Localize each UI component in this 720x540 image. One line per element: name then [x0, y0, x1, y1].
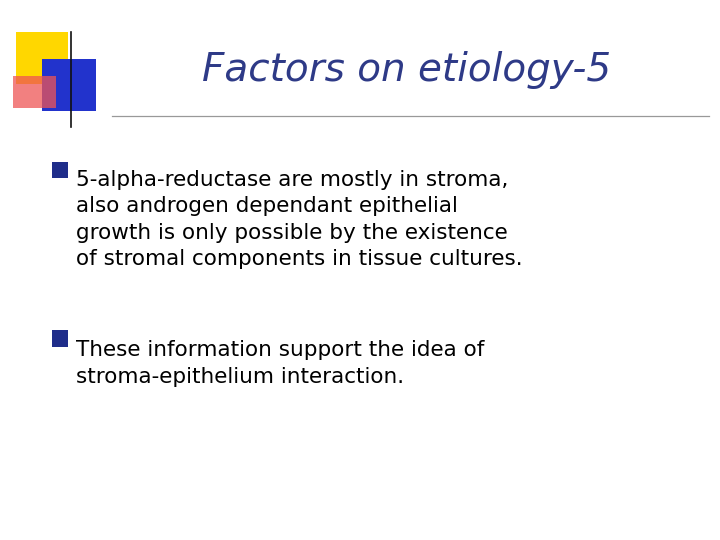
Bar [42, 59, 96, 111]
Bar [52, 162, 68, 178]
Bar [16, 32, 68, 84]
Text: These information support the idea of
stroma-epithelium interaction.: These information support the idea of st… [76, 340, 484, 387]
Bar [52, 330, 68, 347]
Text: Factors on etiology-5: Factors on etiology-5 [202, 51, 611, 89]
Text: 5-alpha-reductase are mostly in stroma,
also androgen dependant epithelial
growt: 5-alpha-reductase are mostly in stroma, … [76, 170, 522, 269]
Bar [13, 76, 56, 108]
